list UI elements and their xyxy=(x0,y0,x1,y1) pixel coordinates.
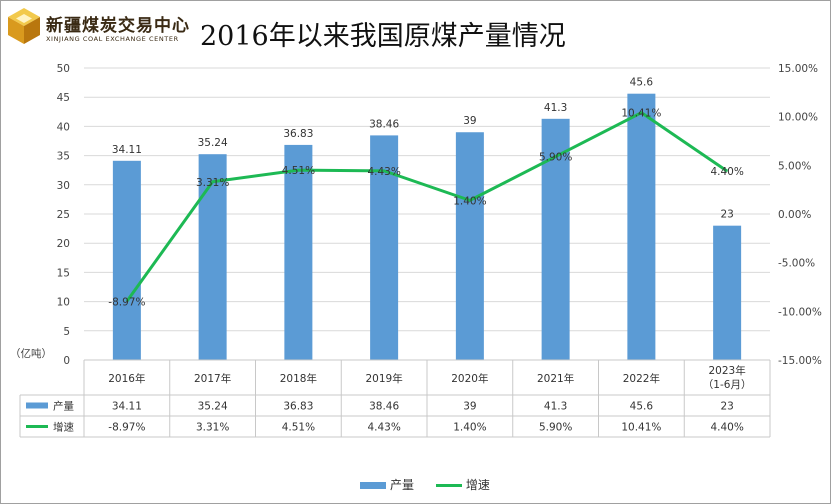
table-cell-output: 38.46 xyxy=(369,401,399,413)
y-tick-label: 30 xyxy=(57,180,70,192)
bar-data-label: 35.24 xyxy=(198,137,228,149)
logo-chinese-text: 新疆煤炭交易中心 xyxy=(46,16,190,36)
y2-tick-label: 5.00% xyxy=(778,160,811,172)
table-row-header-bar: 产量 xyxy=(53,400,74,413)
line-data-label: 10.41% xyxy=(621,108,661,120)
y2-tick-label: 0.00% xyxy=(778,209,811,221)
table-row-header-line: 增速 xyxy=(53,421,74,434)
logo-english-text: XINJIANG COAL EXCHANGE CENTER xyxy=(46,35,179,43)
table-cell-output: 35.24 xyxy=(198,401,228,413)
line-data-label: 4.51% xyxy=(282,165,315,177)
table-cell-output: 45.6 xyxy=(630,401,654,413)
x-category-label: 2023年 xyxy=(709,364,746,377)
table-cell-growth: 4.40% xyxy=(710,422,743,434)
y2-tick-label: 15.00% xyxy=(778,63,818,75)
bar-data-label: 41.3 xyxy=(544,102,567,114)
table-cell-growth: 3.31% xyxy=(196,422,229,434)
y-tick-label: 5 xyxy=(63,326,70,338)
legend-line-label: 增速 xyxy=(465,478,490,492)
x-category-label: 2016年 xyxy=(108,372,145,385)
line-data-label: 5.90% xyxy=(539,152,572,164)
legend-bar-label: 产量 xyxy=(390,478,415,492)
chart-title: 2016年以来我国原煤产量情况 xyxy=(200,21,566,52)
y-tick-label: 20 xyxy=(57,238,70,250)
bar-6 xyxy=(627,93,656,361)
growth-point-7 xyxy=(726,170,728,172)
line-data-label: 3.31% xyxy=(196,177,229,189)
table-cell-growth: 1.40% xyxy=(453,422,486,434)
y-tick-label: 35 xyxy=(57,151,70,163)
y-tick-label: 45 xyxy=(57,92,70,104)
bar-data-label: 45.6 xyxy=(630,77,654,89)
y-tick-label: 0 xyxy=(63,355,70,367)
growth-point-1 xyxy=(212,181,214,183)
legend-item-bar: 产量 xyxy=(360,476,414,493)
bar-data-label: 23 xyxy=(720,209,733,221)
growth-point-0 xyxy=(126,300,128,302)
table-cell-output: 39 xyxy=(463,401,476,413)
growth-point-6 xyxy=(640,112,642,114)
legend-item-line: 增速 xyxy=(435,476,490,493)
bar-data-label: 38.46 xyxy=(369,118,399,130)
bar-5 xyxy=(541,118,570,360)
line-data-label: 4.43% xyxy=(367,166,400,178)
legend-line-swatch xyxy=(435,484,462,487)
table-cell-output: 41.3 xyxy=(544,401,567,413)
y2-tick-label: -10.00% xyxy=(778,306,822,318)
growth-point-3 xyxy=(383,170,385,172)
y-tick-label: 15 xyxy=(57,267,70,279)
x-category-label: 2020年 xyxy=(451,372,488,385)
x-category-label: 2019年 xyxy=(366,372,403,385)
table-cell-growth: 4.51% xyxy=(282,422,315,434)
legend: 产量 增速 xyxy=(360,476,508,493)
bar-7 xyxy=(713,225,742,360)
table-cell-growth: 4.43% xyxy=(367,422,400,434)
table-cell-growth: 5.90% xyxy=(539,422,572,434)
y2-tick-label: -5.00% xyxy=(778,258,815,270)
table-cell-output: 36.83 xyxy=(283,401,313,413)
table-cell-output: 23 xyxy=(720,401,733,413)
y-tick-label: 50 xyxy=(57,63,70,75)
bar-2 xyxy=(284,144,313,360)
bar-0 xyxy=(112,160,141,360)
y2-tick-label: -15.00% xyxy=(778,355,822,367)
table-cell-growth: 10.41% xyxy=(621,422,661,434)
bar-data-label: 34.11 xyxy=(112,144,142,156)
line-data-label: 1.40% xyxy=(453,195,486,207)
table-cell-growth: -8.97% xyxy=(108,422,145,434)
legend-bar-swatch xyxy=(360,482,386,489)
growth-point-2 xyxy=(297,169,299,171)
growth-point-5 xyxy=(555,156,557,158)
table-bar-swatch xyxy=(26,402,48,409)
x-category-label: 2017年 xyxy=(194,372,231,385)
line-data-label: -8.97% xyxy=(108,296,145,308)
growth-point-4 xyxy=(469,199,471,201)
bar-data-label: 36.83 xyxy=(283,128,313,140)
growth-line xyxy=(125,111,728,303)
x-category-label: 2021年 xyxy=(537,372,574,385)
x-category-label: 2018年 xyxy=(280,372,317,385)
x-category-label: 2022年 xyxy=(623,372,660,385)
y2-tick-label: 10.00% xyxy=(778,112,818,124)
x-category-label-sub: （1-6月） xyxy=(703,379,752,391)
logo: 新疆煤炭交易中心 XINJIANG COAL EXCHANGE CENTER xyxy=(6,6,189,50)
y-tick-label: 25 xyxy=(57,209,70,221)
y-tick-label: 40 xyxy=(57,121,70,133)
bar-data-label: 39 xyxy=(463,115,476,127)
table-cell-output: 34.11 xyxy=(112,401,142,413)
bar-4 xyxy=(455,132,484,360)
line-data-label: 4.40% xyxy=(710,166,743,178)
y-axis-unit-label: （亿吨） xyxy=(10,347,52,360)
bar-1 xyxy=(198,154,227,360)
y-tick-label: 10 xyxy=(57,297,70,309)
logo-cube-icon xyxy=(8,8,40,44)
